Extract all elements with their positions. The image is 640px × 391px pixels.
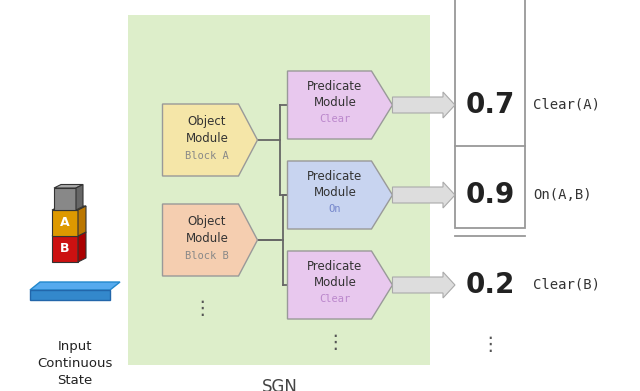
Text: 0.2: 0.2 — [465, 271, 515, 299]
Text: B: B — [60, 242, 70, 255]
Text: Predicate
Module: Predicate Module — [307, 170, 363, 199]
Polygon shape — [392, 182, 455, 208]
Polygon shape — [52, 232, 86, 236]
Text: On: On — [329, 204, 341, 214]
Text: Object
Module: Object Module — [186, 215, 228, 244]
Text: Clear: Clear — [319, 294, 351, 304]
Polygon shape — [163, 204, 257, 276]
Polygon shape — [76, 185, 83, 210]
Polygon shape — [392, 92, 455, 118]
Polygon shape — [52, 210, 78, 236]
Polygon shape — [52, 236, 78, 262]
Bar — [30, 290, 110, 300]
Text: Predicate
Module: Predicate Module — [307, 81, 363, 109]
Polygon shape — [287, 161, 392, 229]
Polygon shape — [78, 232, 86, 262]
Polygon shape — [78, 206, 86, 236]
Polygon shape — [128, 15, 430, 365]
Polygon shape — [163, 104, 257, 176]
Text: Block A: Block A — [185, 151, 229, 161]
Text: SGN: SGN — [262, 378, 298, 391]
Text: ⋮: ⋮ — [192, 298, 212, 317]
Text: ⋮: ⋮ — [325, 334, 345, 353]
Text: A: A — [60, 217, 70, 230]
Text: Object
Module: Object Module — [186, 115, 228, 145]
Text: On(A,B): On(A,B) — [533, 188, 591, 202]
Text: Clear: Clear — [319, 114, 351, 124]
Polygon shape — [54, 188, 76, 210]
Text: Clear(A): Clear(A) — [533, 98, 600, 112]
Text: Predicate
Module: Predicate Module — [307, 260, 363, 289]
Text: Block B: Block B — [185, 251, 229, 261]
Bar — [455, 0, 525, 228]
Text: 0.9: 0.9 — [465, 181, 515, 209]
Polygon shape — [30, 282, 120, 290]
Polygon shape — [392, 272, 455, 298]
Polygon shape — [52, 206, 86, 210]
Polygon shape — [287, 251, 392, 319]
Text: 0.7: 0.7 — [465, 91, 515, 119]
Text: Clear(B): Clear(B) — [533, 278, 600, 292]
Polygon shape — [287, 71, 392, 139]
Polygon shape — [54, 185, 83, 188]
Text: ⋮: ⋮ — [480, 335, 500, 355]
Text: Input
Continuous
State: Input Continuous State — [37, 340, 113, 387]
